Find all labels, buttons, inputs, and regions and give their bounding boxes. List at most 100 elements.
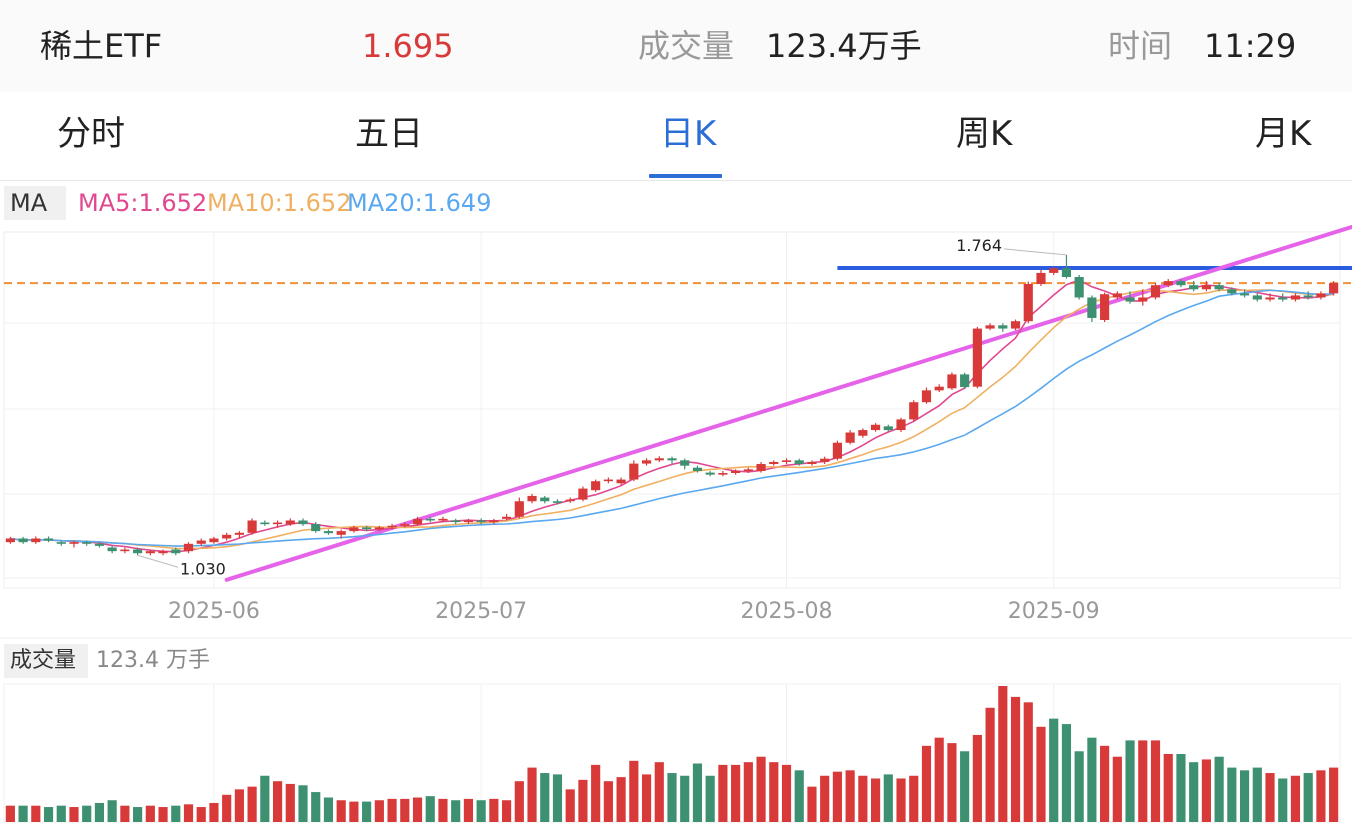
- volume-bar: [756, 756, 766, 822]
- volume-bar: [1074, 751, 1084, 822]
- candle: [832, 440, 842, 461]
- ma-legend: MA MA5:1.652 MA10:1.652 MA20:1.649: [0, 186, 1352, 220]
- volume-bar: [1239, 770, 1250, 822]
- candle-body: [972, 328, 982, 387]
- price-annotations: 1.764 1.030: [137, 236, 1067, 578]
- volume-bar: [1329, 767, 1339, 822]
- candle-body: [69, 542, 79, 544]
- candle: [1049, 266, 1059, 275]
- candle-body: [463, 520, 473, 523]
- volume-bar: [1023, 702, 1033, 822]
- candle: [476, 518, 486, 525]
- volume-bar: [438, 798, 448, 822]
- candle-body: [909, 402, 919, 420]
- volume-bar: [1163, 754, 1173, 822]
- period-tabs: 分时 五日 日K 周K 月K: [0, 92, 1352, 181]
- candle-body: [1061, 268, 1072, 278]
- candle: [692, 465, 703, 473]
- candle-body: [374, 527, 384, 530]
- candle: [43, 536, 54, 543]
- tab-monthly-k[interactable]: 月K: [1255, 114, 1312, 154]
- volume-bar: [1278, 778, 1288, 822]
- candle: [794, 458, 804, 466]
- volume-bar: [425, 796, 435, 822]
- volume-bar: [705, 775, 715, 822]
- candle: [909, 400, 919, 422]
- candle-body: [234, 532, 244, 535]
- volume-indicator-button[interactable]: 成交量: [4, 644, 88, 678]
- x-tick-label: 2025-06: [168, 599, 260, 624]
- candle: [1265, 293, 1275, 302]
- volume-bar: [845, 770, 855, 822]
- min-price-label: 1.030: [180, 559, 226, 578]
- candle: [425, 516, 435, 523]
- volume-bars: [5, 686, 1339, 822]
- tab-intraday[interactable]: 分时: [57, 114, 125, 154]
- volume-legend: 成交量 123.4 万手: [0, 644, 1352, 678]
- volume-bar: [463, 798, 473, 822]
- candle-body: [921, 390, 932, 403]
- tab-weekly-k[interactable]: 周K: [956, 114, 1013, 154]
- active-tab-indicator: [649, 174, 722, 178]
- candle: [31, 536, 41, 544]
- ma5-line: [10, 279, 1334, 553]
- candle-body: [1049, 268, 1059, 273]
- candle: [1023, 281, 1033, 324]
- volume-bar: [502, 800, 512, 822]
- volume-bar: [1125, 740, 1135, 822]
- candle-body: [616, 479, 626, 484]
- candle: [756, 461, 766, 473]
- volume-bar: [234, 789, 244, 822]
- candle-body: [769, 461, 779, 465]
- volume-bar: [260, 775, 270, 822]
- candle: [1290, 293, 1301, 302]
- volume-bar: [743, 762, 753, 822]
- volume-bar: [1316, 770, 1326, 822]
- volume-bar: [667, 773, 677, 822]
- candle-body: [960, 374, 970, 388]
- volume-bar: [387, 798, 397, 822]
- candle: [234, 531, 244, 539]
- candle: [820, 456, 830, 465]
- volume-bar: [145, 805, 155, 822]
- candle: [667, 456, 677, 464]
- candle-body: [1112, 293, 1122, 298]
- candle: [921, 387, 932, 404]
- candle-body: [832, 442, 842, 459]
- price-grid: [3, 231, 1341, 589]
- candle-body: [120, 549, 130, 552]
- candle: [1100, 292, 1110, 323]
- candle-body: [680, 460, 690, 466]
- candle: [1150, 283, 1161, 300]
- candle: [247, 518, 257, 535]
- candle: [1176, 279, 1186, 288]
- candle: [323, 529, 334, 535]
- max-label-leader: [1003, 248, 1067, 256]
- candle-body: [1201, 285, 1211, 290]
- candle: [374, 525, 384, 532]
- candle-body: [349, 527, 359, 532]
- tab-five-day[interactable]: 五日: [355, 114, 423, 154]
- candle: [514, 497, 524, 519]
- volume-label: 成交量: [638, 27, 735, 65]
- candle-body: [1303, 295, 1313, 298]
- tab-daily-k[interactable]: 日K: [660, 114, 717, 154]
- candle-body: [871, 424, 881, 431]
- candle: [883, 424, 893, 433]
- candle: [1189, 281, 1199, 292]
- candle: [896, 417, 906, 433]
- volume-bar: [1138, 740, 1148, 822]
- candle-body: [476, 520, 486, 523]
- candle: [18, 536, 28, 544]
- candle-body: [107, 547, 117, 552]
- volume-bar: [1176, 754, 1186, 822]
- time-label: 时间: [1108, 27, 1173, 65]
- ma-indicator-button[interactable]: MA: [4, 186, 66, 220]
- candle: [1125, 291, 1135, 304]
- candle-body: [896, 419, 906, 431]
- ma10-value: MA10:1.652: [207, 189, 352, 217]
- volume-bar: [692, 763, 703, 822]
- candle: [209, 536, 219, 544]
- volume-bar: [69, 807, 79, 822]
